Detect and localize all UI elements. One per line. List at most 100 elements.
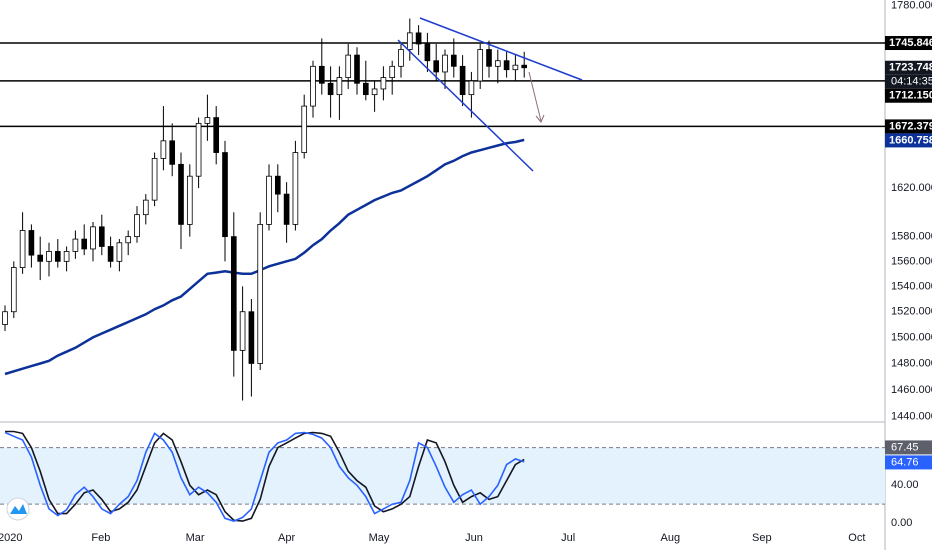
price-tag xyxy=(885,36,932,51)
candle-body xyxy=(494,60,501,67)
candle-body xyxy=(389,65,396,78)
x-tick-label: Jul xyxy=(561,532,575,544)
y-tick-label: 1780.000 xyxy=(891,0,932,11)
x-tick-label: Aug xyxy=(660,532,680,544)
candle-body xyxy=(125,236,132,244)
candle-body xyxy=(239,311,246,351)
value-tag xyxy=(885,440,932,455)
candle-body xyxy=(19,230,26,268)
candle-body xyxy=(195,122,202,177)
x-tick-label: Sep xyxy=(752,532,772,544)
candle-body xyxy=(354,54,360,84)
y-tick-label: 1500.000 xyxy=(891,331,932,343)
candle-body xyxy=(72,238,79,252)
y-tick-label: 1460.000 xyxy=(891,384,932,396)
candle-body xyxy=(90,226,96,250)
candle-body xyxy=(345,54,352,78)
candle-body xyxy=(178,163,184,225)
logo xyxy=(6,497,30,521)
price-tag xyxy=(885,60,932,75)
x-tick-label: Mar xyxy=(186,532,205,544)
candle-body xyxy=(169,140,176,165)
candle-body xyxy=(222,152,228,238)
stoch-line xyxy=(5,430,525,522)
x-tick-label: Oct xyxy=(848,532,865,544)
logo-circle xyxy=(6,497,30,521)
candle-body xyxy=(424,43,431,62)
candle-body xyxy=(63,251,70,262)
candle-body xyxy=(46,251,52,262)
x-tick-label: Jun xyxy=(465,532,483,544)
x-tick-label: 2020 xyxy=(0,532,23,544)
x-tick-label: May xyxy=(369,532,390,544)
candle-body xyxy=(486,49,492,67)
candle-body xyxy=(274,175,281,195)
candle-body xyxy=(512,64,519,71)
candle-body xyxy=(521,64,528,69)
price-tag-label: 1723.748 xyxy=(889,62,932,74)
candle-body xyxy=(318,65,325,84)
candle-body xyxy=(28,230,35,256)
y-tick-label: 40.00 xyxy=(891,479,919,491)
y-tick-label: 1620.000 xyxy=(891,182,932,194)
candle-body xyxy=(54,251,61,262)
candle-body xyxy=(450,54,457,67)
candle-body xyxy=(204,117,211,124)
candle-body xyxy=(134,214,140,238)
moving-average xyxy=(4,138,525,376)
candle-body xyxy=(468,80,475,96)
candle-body xyxy=(292,152,299,225)
candle-body xyxy=(213,117,220,153)
y-tick-label: 1540.000 xyxy=(891,280,932,292)
y-tick-label: 1520.000 xyxy=(891,306,932,318)
y-tick-label: 1440.000 xyxy=(891,411,932,423)
candle-body xyxy=(301,105,308,153)
drawings xyxy=(397,17,583,172)
price-tag-label: 1745.846 xyxy=(889,37,932,49)
arrow xyxy=(528,71,542,122)
price-tag xyxy=(885,119,932,134)
candle-body xyxy=(81,238,88,250)
y-tick-label: 1480.000 xyxy=(891,357,932,369)
y-tick-label: 1580.000 xyxy=(891,231,932,243)
candle-body xyxy=(266,175,272,225)
price-tag-label: 1660.758 xyxy=(889,134,932,146)
candle-body xyxy=(248,311,255,364)
arrow-head xyxy=(535,114,545,123)
candle-body xyxy=(415,32,422,45)
value-tag-label: 64.76 xyxy=(891,456,919,468)
price-tag xyxy=(885,88,932,103)
y-tick-label: 0.00 xyxy=(891,517,912,529)
candle-body xyxy=(160,140,167,159)
candle-body xyxy=(107,246,114,262)
candle-body xyxy=(37,254,44,262)
logo-icon xyxy=(10,504,27,514)
trend-line xyxy=(419,17,583,81)
countdown-tag xyxy=(885,74,932,89)
candle-body xyxy=(477,49,484,82)
candle-body xyxy=(10,267,17,313)
candle-body xyxy=(336,77,343,96)
candle-body xyxy=(406,32,413,50)
candle-body xyxy=(98,226,105,247)
price-tag-label: 1712.150 xyxy=(889,90,932,102)
candle-body xyxy=(151,158,158,201)
candle-body xyxy=(442,54,448,73)
candle-body xyxy=(230,236,237,351)
price-tag xyxy=(885,133,932,148)
x-tick-label: Feb xyxy=(91,532,110,544)
candle-body xyxy=(327,82,334,96)
y-tick-label: 1560.000 xyxy=(891,255,932,267)
candle-body xyxy=(283,193,290,225)
candle-body xyxy=(398,49,404,67)
price-tag-label: 1672.379 xyxy=(889,120,932,132)
stoch-line xyxy=(4,431,525,522)
candle-body xyxy=(371,88,378,96)
candle-body xyxy=(503,60,510,71)
trend-line xyxy=(397,39,534,172)
candle-body xyxy=(380,77,387,90)
candle-body xyxy=(116,242,123,262)
